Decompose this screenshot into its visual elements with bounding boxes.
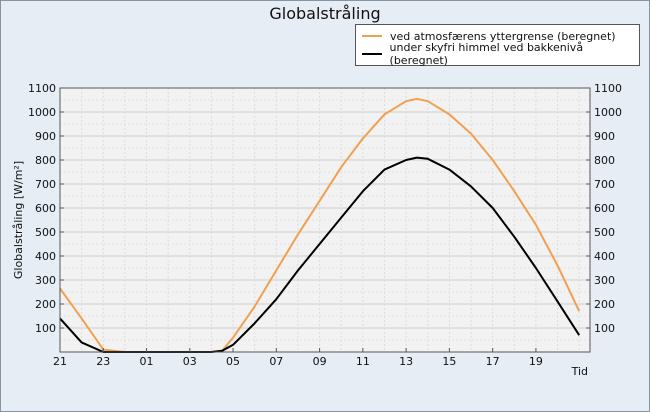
x-tick-label: 09 bbox=[313, 355, 327, 368]
x-tick-label: 23 bbox=[96, 355, 110, 368]
y-tick-label-right: 500 bbox=[594, 226, 615, 239]
y-tick-label-right: 900 bbox=[594, 130, 615, 143]
y-tick-label-right: 800 bbox=[594, 154, 615, 167]
y-tick-label-right: 100 bbox=[594, 322, 615, 335]
y-tick-label-left: 900 bbox=[35, 130, 56, 143]
y-tick-label-right: 1000 bbox=[594, 106, 622, 119]
y-tick-label-right: 300 bbox=[594, 274, 615, 287]
x-tick-label: 03 bbox=[183, 355, 197, 368]
legend-item-outer: ved atmosfærens yttergrense (beregnet) bbox=[362, 28, 616, 44]
y-tick-label-right: 1100 bbox=[594, 82, 622, 95]
x-tick-label: 17 bbox=[486, 355, 500, 368]
legend-swatch-outer bbox=[362, 35, 382, 37]
y-tick-label-left: 800 bbox=[35, 154, 56, 167]
x-tick-label: 01 bbox=[140, 355, 154, 368]
y-tick-label-right: 700 bbox=[594, 178, 615, 191]
y-tick-label-right: 600 bbox=[594, 202, 615, 215]
x-tick-label: 05 bbox=[226, 355, 240, 368]
y-tick-label-left: 200 bbox=[35, 298, 56, 311]
y-tick-label-right: 200 bbox=[594, 298, 615, 311]
y-tick-label-left: 1000 bbox=[28, 106, 56, 119]
y-tick-label-left: 1100 bbox=[28, 82, 56, 95]
y-tick-label-left: 700 bbox=[35, 178, 56, 191]
x-tick-label: 07 bbox=[269, 355, 283, 368]
y-tick-label-left: 600 bbox=[35, 202, 56, 215]
y-tick-label-left: 300 bbox=[35, 274, 56, 287]
x-tick-label: 21 bbox=[53, 355, 67, 368]
x-tick-label: 11 bbox=[356, 355, 370, 368]
legend-label-outer: ved atmosfærens yttergrense (beregnet) bbox=[390, 29, 616, 43]
y-tick-label-left: 400 bbox=[35, 250, 56, 263]
x-axis-label: Tid bbox=[571, 365, 588, 378]
y-tick-label-left: 500 bbox=[35, 226, 56, 239]
legend: ved atmosfærens yttergrense (beregnet) u… bbox=[355, 24, 640, 67]
legend-swatch-ground bbox=[362, 53, 382, 55]
plot-border bbox=[59, 87, 591, 353]
chart-title: Globalstråling bbox=[269, 4, 381, 23]
y-tick-label-left: 100 bbox=[35, 322, 56, 335]
x-tick-label: 15 bbox=[442, 355, 456, 368]
legend-item-ground: under skyfri himmel ved bakkenivå (bereg… bbox=[362, 41, 639, 67]
legend-label-ground: under skyfri himmel ved bakkenivå (bereg… bbox=[389, 41, 584, 67]
x-tick-label: 19 bbox=[529, 355, 543, 368]
y-tick-label-right: 400 bbox=[594, 250, 615, 263]
y-axis-label: Globalstråling [W/m²] bbox=[12, 161, 25, 279]
x-tick-label: 13 bbox=[399, 355, 413, 368]
